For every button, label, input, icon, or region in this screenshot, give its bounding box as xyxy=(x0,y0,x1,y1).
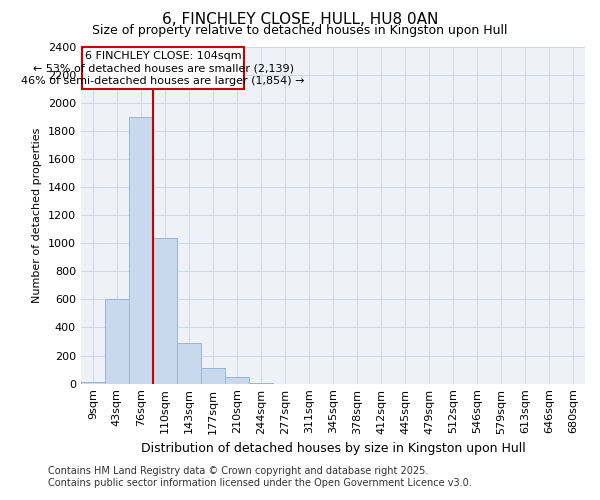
Bar xyxy=(201,368,225,384)
X-axis label: Distribution of detached houses by size in Kingston upon Hull: Distribution of detached houses by size … xyxy=(140,442,526,455)
Bar xyxy=(177,343,201,384)
Text: 6 FINCHLEY CLOSE: 104sqm: 6 FINCHLEY CLOSE: 104sqm xyxy=(85,52,241,62)
Bar xyxy=(225,378,249,384)
Bar xyxy=(129,116,153,384)
Bar xyxy=(249,383,273,384)
Text: ← 53% of detached houses are smaller (2,139): ← 53% of detached houses are smaller (2,… xyxy=(32,64,293,74)
Bar xyxy=(153,238,177,384)
FancyBboxPatch shape xyxy=(82,47,244,90)
Bar xyxy=(81,382,105,384)
Text: Contains HM Land Registry data © Crown copyright and database right 2025.
Contai: Contains HM Land Registry data © Crown c… xyxy=(48,466,472,487)
Text: 46% of semi-detached houses are larger (1,854) →: 46% of semi-detached houses are larger (… xyxy=(22,76,305,86)
Text: Size of property relative to detached houses in Kingston upon Hull: Size of property relative to detached ho… xyxy=(92,24,508,37)
Y-axis label: Number of detached properties: Number of detached properties xyxy=(32,128,42,303)
Text: 6, FINCHLEY CLOSE, HULL, HU8 0AN: 6, FINCHLEY CLOSE, HULL, HU8 0AN xyxy=(162,12,438,28)
Bar xyxy=(105,300,129,384)
